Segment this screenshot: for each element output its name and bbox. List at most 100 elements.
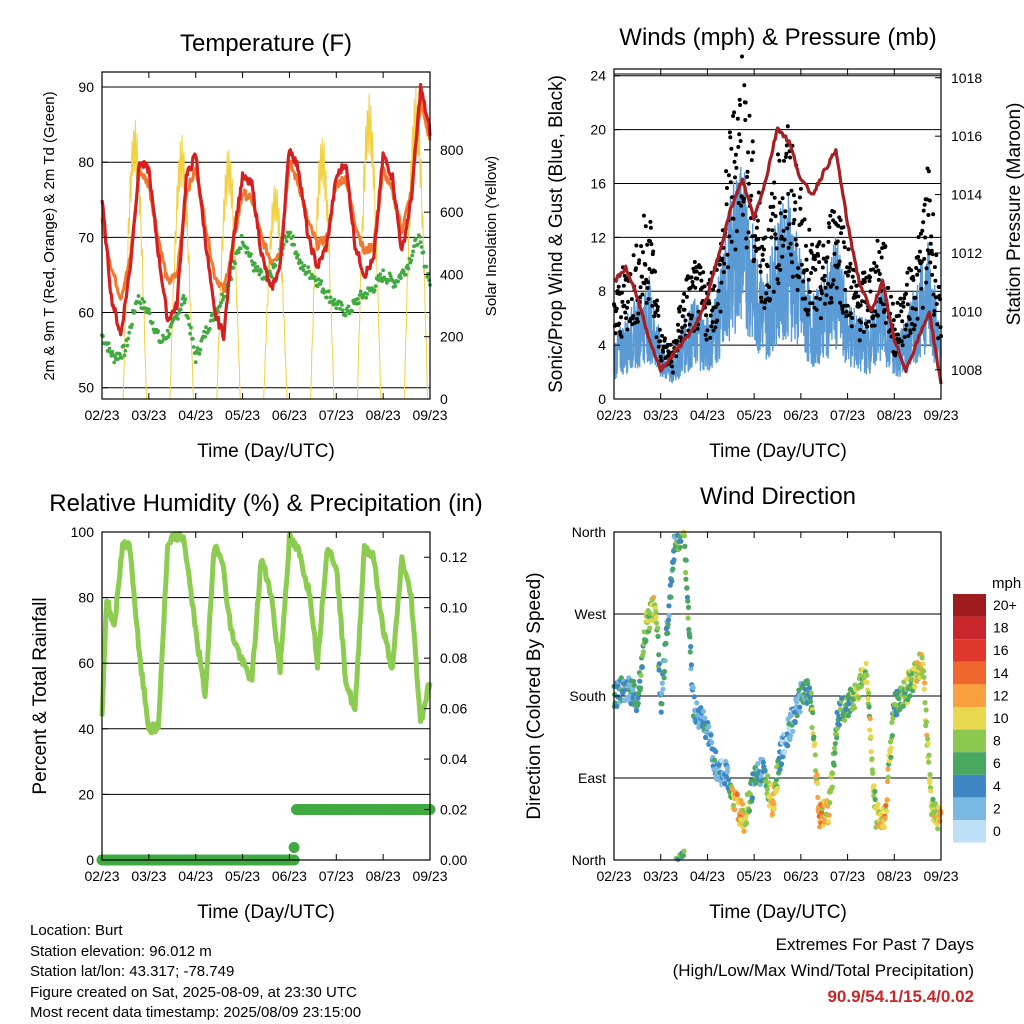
direction-point — [686, 626, 692, 633]
humidity-axes: 02/23 03/23 04/23 05/23 06/23 07/23 08/23 09/23… — [71, 524, 468, 884]
direction-point — [927, 772, 933, 778]
gust-point — [923, 235, 928, 240]
direction-point — [765, 773, 771, 779]
dewpoint-point — [388, 274, 393, 278]
gust-point — [799, 262, 804, 267]
gust-point — [906, 334, 911, 338]
direction-point — [930, 796, 936, 803]
gust-point — [728, 135, 733, 140]
gust-point — [868, 275, 872, 280]
gust-point — [716, 288, 721, 293]
gust-point — [786, 191, 791, 196]
y-tick-label: 100 — [71, 524, 95, 540]
gust-point — [934, 302, 939, 306]
direction-point — [832, 750, 838, 756]
gust-point — [776, 152, 780, 157]
gust-point — [872, 323, 877, 328]
direction-point — [935, 826, 941, 832]
gust-point — [832, 209, 836, 214]
gust-point — [774, 246, 779, 251]
dewpoint-point — [257, 272, 262, 277]
direction-point — [694, 700, 700, 706]
gust-point — [831, 278, 836, 283]
direction-point — [925, 736, 931, 742]
direction-point — [875, 801, 881, 807]
dewpoint-point — [386, 278, 391, 283]
direction-point — [792, 719, 798, 726]
gust-point — [840, 310, 845, 315]
gust-point — [644, 300, 649, 305]
winds-plot-frame — [613, 68, 942, 400]
direction-point — [614, 703, 620, 709]
gust-point — [841, 240, 846, 245]
direction-point — [656, 652, 662, 658]
gust-point — [733, 247, 738, 252]
legend-swatch — [953, 707, 986, 730]
gust-point — [926, 213, 931, 217]
direction-point — [705, 720, 711, 726]
x-tick-label: 04/23 — [690, 407, 725, 423]
gust-point — [908, 331, 913, 335]
dewpoint-point — [188, 331, 193, 336]
gust-point — [875, 238, 880, 243]
direction-point — [734, 791, 740, 798]
y2-tick-label: 0.04 — [440, 751, 467, 767]
extremes-subtitle: (High/Low/Max Wind/Total Precipitation) — [672, 961, 974, 980]
gust-point — [684, 294, 689, 299]
gust-point — [718, 309, 723, 314]
dewpoint-point — [116, 357, 120, 361]
gust-point — [912, 323, 917, 328]
dewpoint-point — [112, 360, 117, 365]
gust-point — [858, 328, 863, 332]
y-tick-label: 20 — [590, 122, 606, 138]
legend-label: 18 — [993, 620, 1009, 636]
gust-point — [747, 113, 752, 118]
gust-point — [921, 220, 926, 225]
direction-point — [885, 766, 891, 772]
gust-point — [854, 290, 858, 295]
gust-point — [784, 151, 789, 156]
y2-tick-label: 0.08 — [440, 650, 467, 666]
temperature-axes: 02/23 03/23 04/23 05/23 06/23 07/23 08/23 09/23… — [78, 72, 464, 423]
y-tick-label: East — [578, 770, 606, 786]
gust-point — [655, 305, 660, 309]
direction-point — [852, 682, 858, 688]
winds-panel: Winds (mph) & Pressure (mb) 02/23 03/23 04… — [546, 24, 1024, 462]
gust-point — [897, 313, 901, 318]
dewpoint-point — [334, 306, 339, 311]
gust-point — [677, 309, 682, 314]
y2-tick-label: 1016 — [951, 128, 982, 144]
gust-point — [662, 336, 667, 341]
x-tick-label: 08/23 — [366, 868, 401, 884]
gust-point — [857, 338, 862, 343]
dewpoint-point — [318, 282, 323, 286]
gust-point — [855, 301, 860, 306]
dewpoint-point — [343, 313, 348, 318]
gust-point — [850, 316, 855, 320]
gust-point — [791, 193, 796, 198]
dewpoint-point — [312, 275, 317, 280]
gust-point — [731, 216, 736, 221]
dewpoint-point — [425, 275, 430, 279]
gust-point — [862, 279, 867, 284]
gust-point — [783, 214, 787, 219]
legend-swatch — [953, 774, 986, 798]
gust-point — [737, 132, 742, 137]
gust-point — [924, 280, 929, 285]
dewpoint-point — [255, 264, 260, 269]
y-tick-label: 40 — [78, 721, 94, 737]
gust-point — [825, 255, 830, 260]
direction-point — [827, 800, 833, 806]
dewpoint-point — [421, 250, 426, 255]
dewpoint-point — [204, 325, 208, 330]
gust-point — [770, 228, 775, 233]
gust-point — [683, 318, 688, 323]
gust-point — [782, 158, 786, 163]
gust-point — [756, 190, 761, 195]
gust-point — [915, 272, 920, 277]
gust-point — [635, 319, 640, 324]
y2-tick-label: 0.10 — [440, 600, 467, 616]
dewpoint-point — [306, 265, 311, 270]
gust-point — [841, 225, 846, 230]
x-tick-label: 06/23 — [272, 868, 307, 884]
